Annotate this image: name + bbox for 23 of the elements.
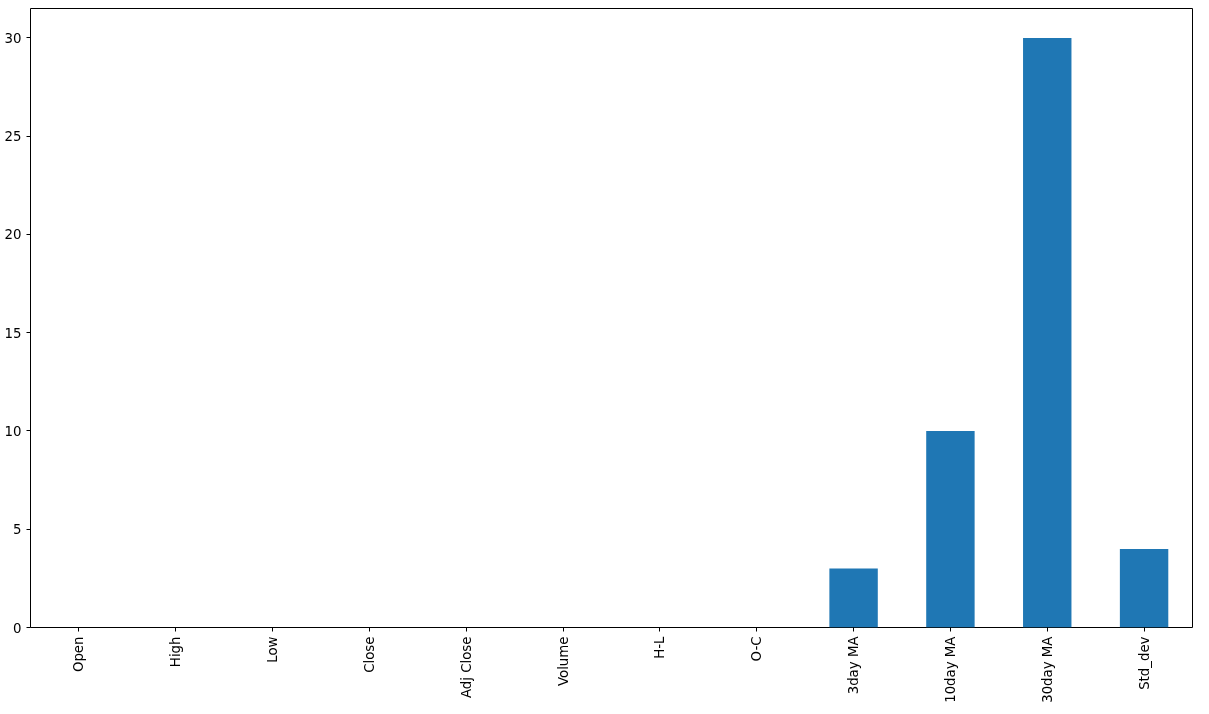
- y-tick-label: 15: [4, 325, 22, 341]
- x-tick-label: 30day MA: [1039, 636, 1055, 703]
- x-tick-label: Std_dev: [1136, 636, 1152, 690]
- y-tick-label: 25: [4, 129, 22, 145]
- y-tick-label: 10: [4, 423, 22, 439]
- bar: [1119, 548, 1169, 628]
- bar: [829, 568, 878, 628]
- y-tick-label: 20: [4, 227, 22, 243]
- bar: [1023, 37, 1072, 628]
- x-tick-label: 10day MA: [942, 636, 958, 703]
- y-tick-label: 30: [4, 30, 22, 46]
- x-tick-label: Low: [265, 636, 281, 663]
- x-tick-label: Open: [71, 636, 87, 673]
- y-tick-label: 5: [13, 522, 22, 538]
- x-tick-label: 3day MA: [846, 636, 862, 695]
- x-tick-label: O-C: [749, 636, 765, 662]
- x-tick-label: H-L: [652, 635, 668, 659]
- x-tick-label: Volume: [555, 636, 571, 687]
- x-tick-label: High: [168, 636, 184, 668]
- x-tick-label: Close: [361, 636, 377, 673]
- y-tick-label: 0: [13, 620, 22, 636]
- bar: [926, 430, 975, 628]
- x-tick-label: Adj Close: [458, 636, 474, 699]
